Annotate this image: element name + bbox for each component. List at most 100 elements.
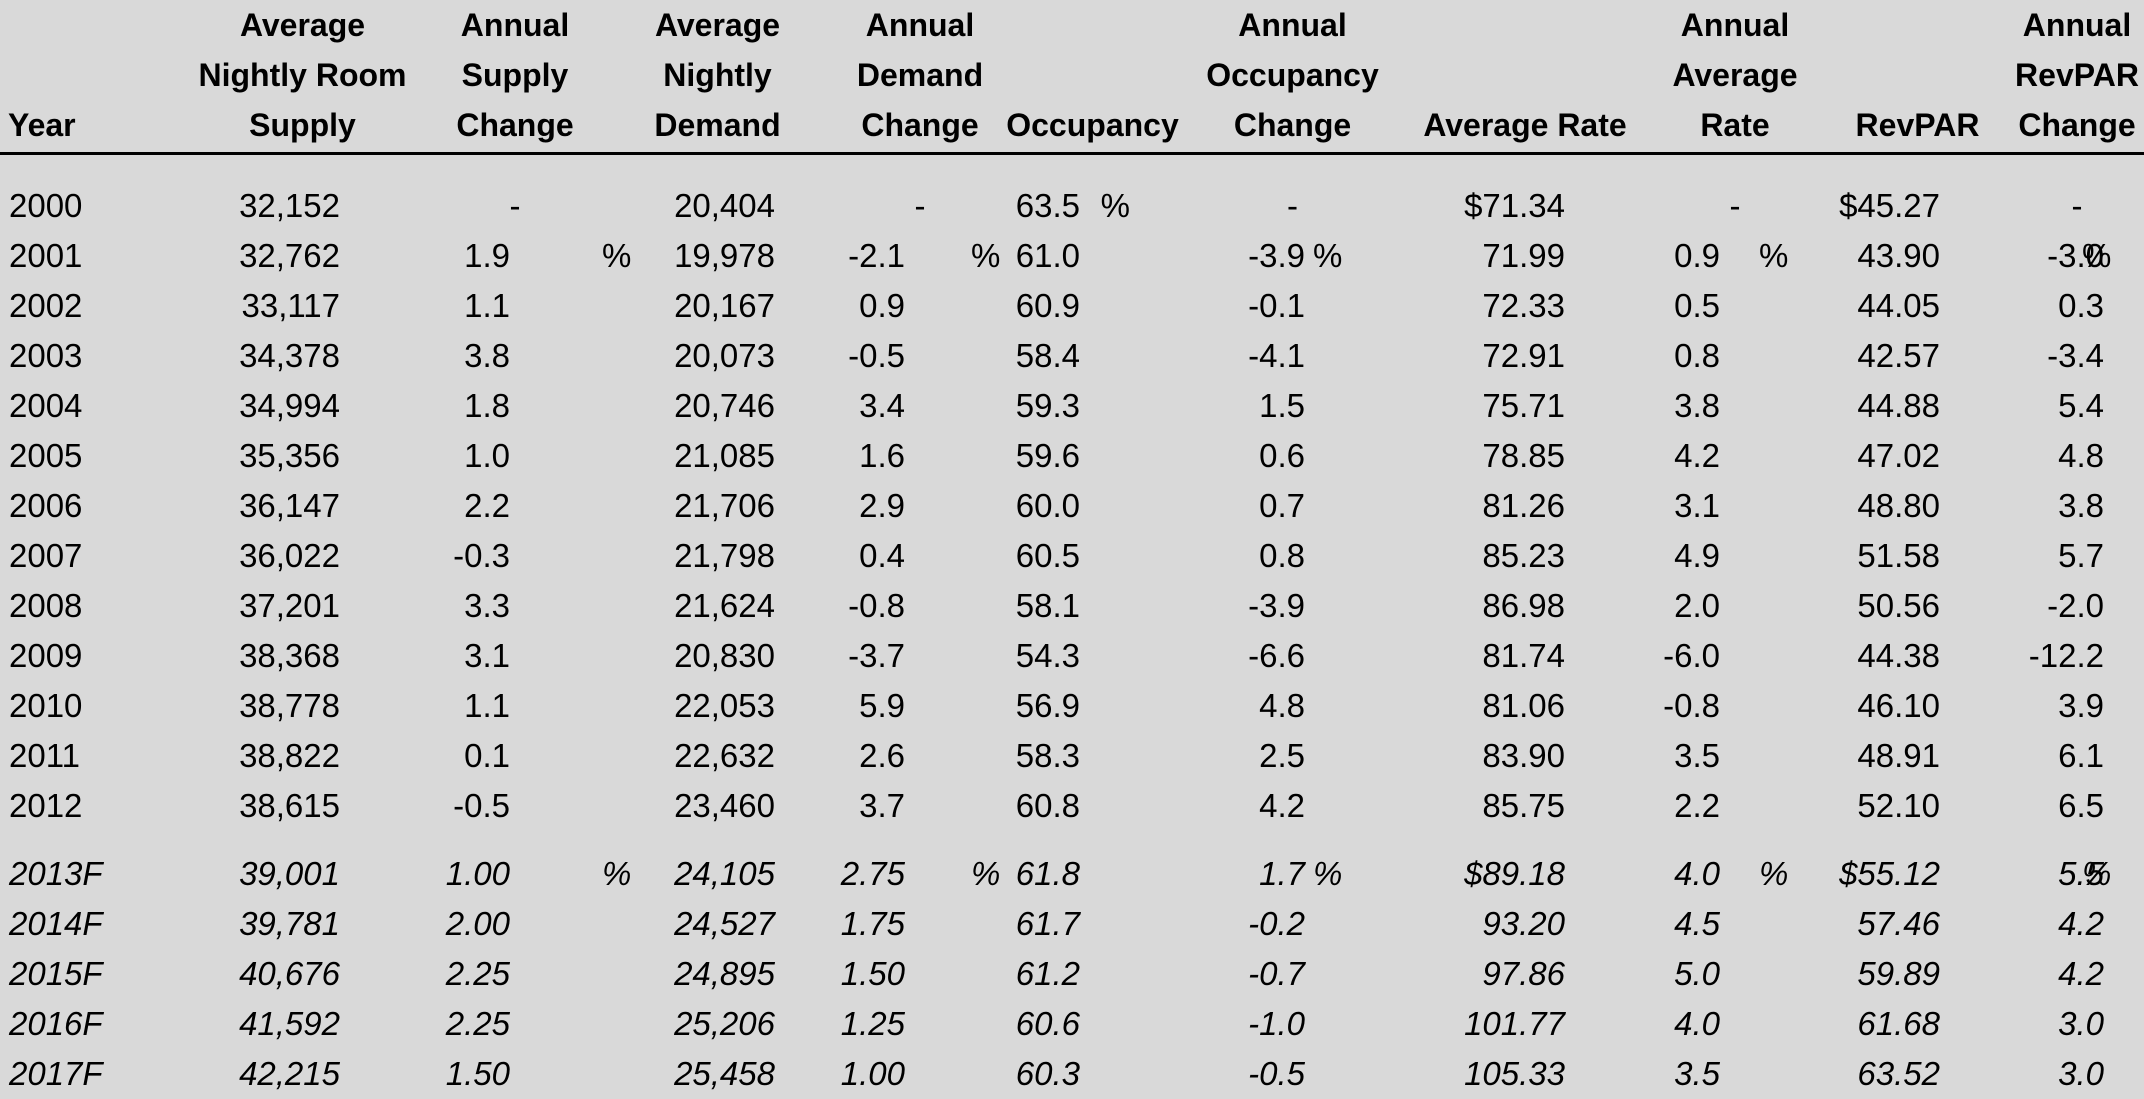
cell-occupancy-change: -0.1 (1180, 281, 1405, 331)
cell-revpar-change: 3.0 (2010, 999, 2144, 1049)
cell-demand-change: 1.6 (835, 431, 1005, 481)
cell-occupancy: 60.3 (1005, 1049, 1180, 1099)
header-line: Occupancy (1006, 107, 1179, 143)
cell-value: 4.2 (2058, 899, 2104, 949)
cell-value: -2.1 (848, 231, 905, 281)
cell-value: 38,368 (239, 631, 340, 681)
cell-revpar-change: -3.0% (2010, 231, 2144, 281)
cell-value: 72.33 (1482, 281, 1565, 331)
cell-supply-change: 1.9% (430, 231, 600, 281)
cell-value: 50.56 (1857, 581, 1940, 631)
cell-value: 44.05 (1857, 281, 1940, 331)
cell-value: 5.0 (1674, 949, 1720, 999)
cell-revpar-change: 4.8 (2010, 431, 2144, 481)
cell-value: 0.3 (2058, 281, 2104, 331)
cell-value: 54.3 (1016, 631, 1080, 681)
cell-value: 4.2 (1259, 781, 1305, 831)
cell-average-rate: 81.06 (1405, 681, 1645, 731)
cell-value: 2.00 (446, 899, 510, 949)
cell-revpar: 44.05 (1825, 281, 2010, 331)
cell-value: -0.2 (1248, 899, 1305, 949)
cell-value: -0.3 (453, 531, 510, 581)
cell-value: 19,978 (674, 231, 775, 281)
cell-value: -2.0 (2047, 581, 2104, 631)
cell-demand-change: - (835, 181, 1005, 231)
cell-value: 38,778 (239, 681, 340, 731)
cell-value: 43.90 (1857, 231, 1940, 281)
cell-value: 6.5 (2058, 781, 2104, 831)
cell-revpar: 52.10 (1825, 781, 2010, 831)
cell-room-supply: 38,368 (175, 631, 430, 681)
cell-value: 97.86 (1482, 949, 1565, 999)
cell-room-supply: 33,117 (175, 281, 430, 331)
cell-occupancy-change: 1.5 (1180, 381, 1405, 431)
cell-demand-change: -0.8 (835, 581, 1005, 631)
cell-revpar-change: 5.7 (2010, 531, 2144, 581)
cell-value: - (1180, 181, 1405, 231)
cell-revpar: 42.57 (1825, 331, 2010, 381)
cell-demand-change: 1.75 (835, 899, 1005, 949)
cell-revpar-change: 6.1 (2010, 731, 2144, 781)
cell-value: 57.46 (1857, 899, 1940, 949)
cell-value: 1.8 (464, 381, 510, 431)
cell-demand: 21,085 (600, 431, 835, 481)
cell-value: 4.2 (1674, 431, 1720, 481)
cell-revpar-change: -12.2 (2010, 631, 2144, 681)
cell-occupancy-change: -0.5 (1180, 1049, 1405, 1099)
cell-occupancy: 59.3 (1005, 381, 1180, 431)
header-year: Year (0, 0, 175, 154)
cell-average-rate: $89.18 (1405, 849, 1645, 899)
percent-sign: % (1759, 849, 1788, 899)
cell-value: -0.7 (1248, 949, 1305, 999)
percent-sign: % (1313, 849, 1342, 899)
cell-demand: 21,798 (600, 531, 835, 581)
cell-revpar-change: 6.5 (2010, 781, 2144, 831)
cell-average-rate-change: 0.9% (1645, 231, 1825, 281)
cell-value: 58.4 (1016, 331, 1080, 381)
cell-value: 2.25 (446, 949, 510, 999)
cell-value: 3.0 (2058, 999, 2104, 1049)
cell-value: 101.77 (1464, 999, 1565, 1049)
cell-value: 75.71 (1482, 381, 1565, 431)
cell-revpar: 44.38 (1825, 631, 2010, 681)
cell-revpar-change: 4.2 (2010, 949, 2144, 999)
cell-revpar: 48.80 (1825, 481, 2010, 531)
cell-year: 2002 (0, 281, 175, 331)
cell-room-supply: 32,762 (175, 231, 430, 281)
cell-value: 25,458 (674, 1049, 775, 1099)
cell-value: 0.8 (1674, 331, 1720, 381)
cell-value: $55.12 (1839, 849, 1940, 899)
cell-room-supply: 34,378 (175, 331, 430, 381)
cell-value: 37,201 (239, 581, 340, 631)
cell-supply-change: 2.25 (430, 949, 600, 999)
cell-value: 4.2 (2058, 949, 2104, 999)
cell-value: 81.06 (1482, 681, 1565, 731)
cell-demand-change: 2.9 (835, 481, 1005, 531)
spacer-row (0, 154, 2144, 182)
cell-value: -0.5 (453, 781, 510, 831)
cell-value: 20,746 (674, 381, 775, 431)
cell-average-rate-change: 4.5 (1645, 899, 1825, 949)
header-line: RevPAR (2015, 57, 2139, 93)
cell-demand: 20,830 (600, 631, 835, 681)
cell-demand-change: 0.9 (835, 281, 1005, 331)
cell-value: 48.80 (1857, 481, 1940, 531)
cell-value: 86.98 (1482, 581, 1565, 631)
cell-value: $89.18 (1464, 849, 1565, 899)
cell-average-rate: 85.23 (1405, 531, 1645, 581)
cell-value: 4.0 (1674, 849, 1720, 899)
cell-demand: 23,460 (600, 781, 835, 831)
cell-supply-change: 0.1 (430, 731, 600, 781)
cell-value: 3.9 (2058, 681, 2104, 731)
cell-value: 78.85 (1482, 431, 1565, 481)
cell-room-supply: 41,592 (175, 999, 430, 1049)
cell-value: 22,632 (674, 731, 775, 781)
cell-value: 3.7 (859, 781, 905, 831)
cell-value: -12.2 (2029, 631, 2104, 681)
cell-value: 5.4 (2058, 381, 2104, 431)
